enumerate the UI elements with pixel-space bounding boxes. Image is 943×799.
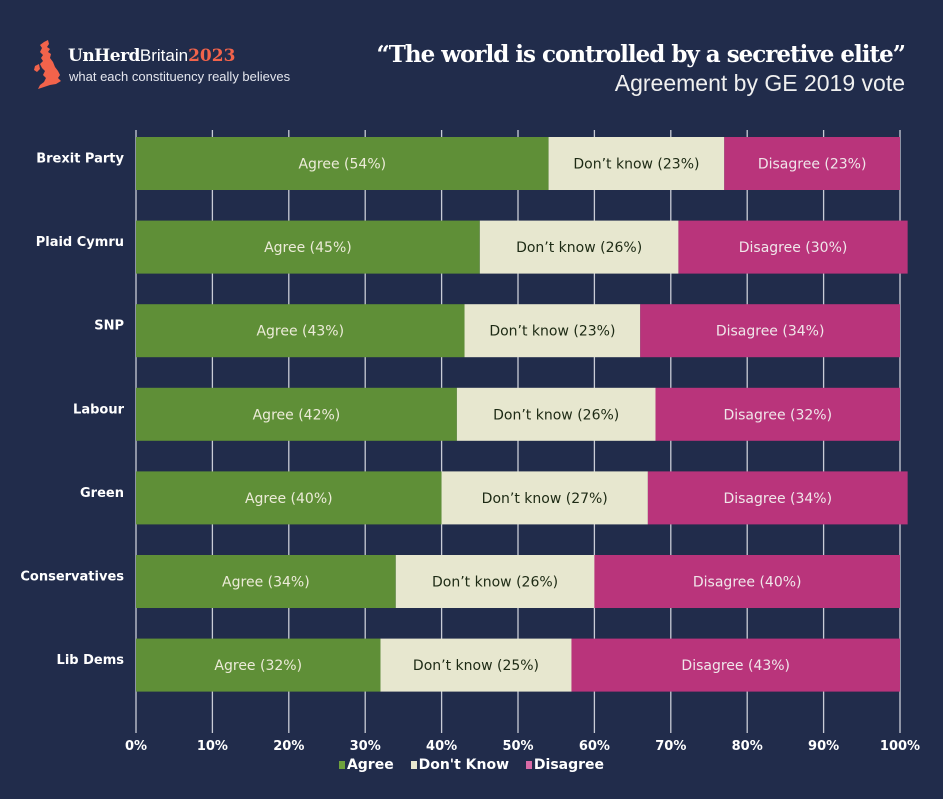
bar-data-label: Don’t know (26%) [493,407,619,423]
legend-swatch-agree [338,761,345,769]
legend-item-dont-know: Don't Know [410,757,510,773]
legend-label: Agree [346,757,394,773]
x-tick-label: 0% [125,739,147,754]
bar-segment-don-t-know [395,555,595,608]
bar-segment-don-t-know [380,638,572,692]
bar-segment-disagree [571,638,900,692]
chart-title: “The world is controlled by a secretive … [376,41,906,68]
x-tick-label: 80% [732,739,763,754]
bar-segment-agree [136,304,465,358]
category-label: Labour [73,402,125,417]
bar-data-label: Disagree (34%) [723,491,832,507]
x-tick-label: 40% [426,739,457,754]
bar-data-label: Don’t know (27%) [482,491,608,507]
bar-data-label: Don’t know (26%) [516,240,642,256]
x-tick-label: 30% [350,739,381,754]
x-tick-label: 20% [273,739,304,754]
legend-label: Disagree [533,757,605,773]
bar-segment-agree [136,555,396,608]
brand-unherd: UnHerd [68,46,140,66]
bar-segment-agree [136,471,442,525]
bar-data-label: Disagree (23%) [758,157,867,173]
bar-data-label: Disagree (30%) [739,240,848,256]
bar-data-label: Disagree (34%) [716,324,825,340]
legend-label: Don't Know [418,757,510,773]
bar-data-label: Agree (45%) [264,240,352,256]
bar-segment-agree [136,137,549,190]
x-tick-label: 70% [655,739,686,754]
bar-segment-don-t-know [464,304,641,358]
legend-item-disagree: Disagree [525,757,605,773]
category-label: Plaid Cymru [36,235,124,250]
bar-data-label: Disagree (32%) [723,407,832,423]
bar-data-label: Don’t know (26%) [432,575,558,591]
bar-data-label: Agree (34%) [222,575,310,591]
bar-segment-don-t-know [548,137,725,190]
x-tick-label: 100% [880,739,920,754]
bar-data-label: Agree (42%) [253,407,341,423]
category-label: SNP [94,319,124,334]
legend-swatch-dont-know [410,761,417,769]
bar-data-label: Disagree (43%) [681,658,790,674]
x-tick-label: 90% [808,739,839,754]
bar-data-label: Agree (54%) [298,157,386,173]
bar-segment-disagree [647,471,908,525]
bar-data-label: Don’t know (25%) [413,658,539,674]
chart-legend: Agree Don't Know Disagree [0,757,943,773]
category-label: Lib Dems [57,653,125,668]
category-label: Green [80,486,124,501]
bar-data-label: Don’t know (23%) [489,324,615,340]
brand-logo-text: UnHerdBritain2023 [68,46,235,66]
bar-segment-don-t-know [456,387,656,441]
x-tick-label: 10% [197,739,228,754]
x-tick-label: 60% [579,739,610,754]
chart-subtitle: Agreement by GE 2019 vote [614,70,905,96]
bar-segment-disagree [678,220,908,274]
brand-year: 2023 [188,46,236,66]
bar-segment-disagree [640,304,900,358]
legend-swatch-disagree [525,761,532,769]
bar-segment-don-t-know [479,220,679,274]
bar-data-label: Agree (43%) [256,324,344,340]
bar-segment-don-t-know [441,471,648,525]
x-tick-label: 50% [502,739,533,754]
brand-tagline: what each constituency really believes [69,69,291,84]
bar-segment-agree [136,220,480,274]
bar-data-label: Agree (32%) [214,658,302,674]
bar-segment-agree [136,638,381,692]
bar-segment-disagree [724,137,900,190]
bar-segment-agree [136,387,457,441]
bar-data-label: Disagree (40%) [693,575,802,591]
bar-data-label: Don’t know (23%) [573,157,699,173]
bar-data-label: Agree (40%) [245,491,333,507]
bar-segment-disagree [655,387,900,441]
category-label: Conservatives [20,570,124,585]
bar-segment-disagree [594,555,900,608]
brand-britain: Britain [139,46,189,65]
category-label: Brexit Party [36,152,124,167]
legend-item-agree: Agree [338,757,394,773]
